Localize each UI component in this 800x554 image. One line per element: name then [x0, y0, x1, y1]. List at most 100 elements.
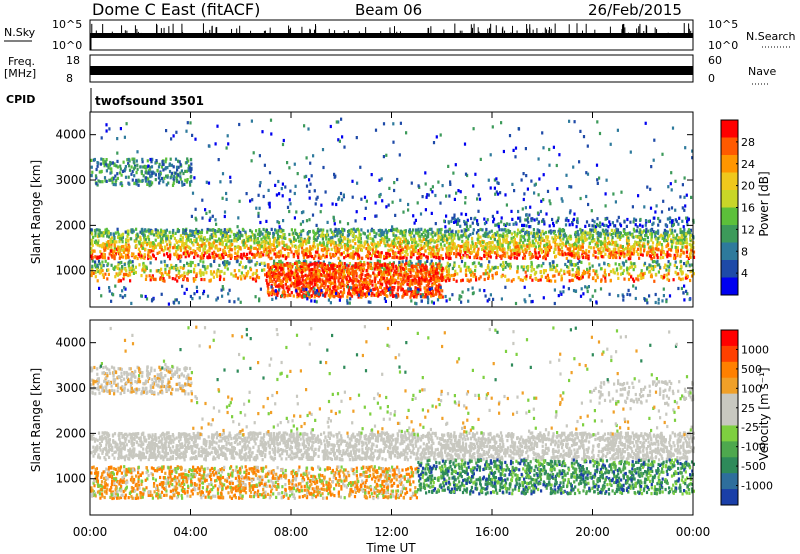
echo-cell — [351, 281, 354, 285]
echo-cell — [450, 241, 453, 246]
echo-cell — [425, 255, 428, 259]
echo-cell — [303, 237, 306, 241]
echo-cell — [97, 269, 100, 274]
echo-cell — [592, 276, 595, 280]
echo-cell — [136, 232, 139, 236]
echo-cell — [676, 250, 679, 254]
echo-cell — [396, 266, 399, 270]
echo-cell — [632, 268, 635, 272]
echo-cell — [639, 228, 642, 232]
echo-cell — [140, 242, 143, 246]
echo-cell — [448, 241, 451, 246]
echo-cell — [249, 249, 252, 253]
echo-cell — [447, 247, 450, 251]
echo-cell — [444, 266, 447, 270]
echo-cell — [466, 243, 469, 247]
echo-cell — [151, 241, 155, 245]
echo-cell — [366, 234, 369, 238]
echo-cell — [314, 250, 318, 254]
echo-cell — [580, 231, 583, 235]
echo-cell — [536, 228, 539, 232]
echo-cell — [653, 231, 657, 236]
echo-cell — [396, 292, 399, 296]
echo-cell — [576, 229, 579, 234]
echo-cell — [529, 252, 532, 256]
echo-cell — [495, 256, 498, 260]
echo-cell — [117, 249, 120, 253]
echo-cell — [568, 247, 571, 251]
echo-cell — [599, 234, 602, 238]
echo-cell — [512, 236, 515, 240]
echo-cell — [96, 279, 99, 283]
echo-cell — [406, 239, 409, 243]
echo-cell — [200, 271, 203, 275]
echo-cell — [273, 264, 277, 268]
echo-cell — [262, 246, 265, 250]
echo-cell — [191, 232, 194, 236]
echo-cell — [600, 232, 603, 236]
echo-cell — [385, 255, 388, 259]
echo-cell — [97, 228, 100, 232]
echo-cell — [417, 257, 420, 261]
echo-cell — [429, 241, 432, 245]
echo-cell — [672, 238, 675, 243]
echo-cell — [588, 236, 591, 240]
echo-cell — [399, 265, 402, 269]
echo-cell — [266, 274, 270, 278]
echo-cell — [214, 232, 217, 236]
echo-cell — [499, 247, 502, 251]
echo-cell — [220, 242, 223, 246]
echo-cell — [506, 262, 509, 266]
echo-cell — [536, 265, 539, 269]
echo-cell — [219, 238, 222, 243]
echo-cell — [296, 264, 299, 268]
echo-cell — [127, 243, 130, 247]
echo-cell — [675, 265, 678, 270]
echo-cell — [334, 241, 337, 245]
echo-cell — [220, 228, 223, 232]
echo-cell — [387, 269, 390, 273]
echo-cell — [107, 262, 110, 266]
echo-cell — [284, 236, 287, 240]
echo-cell — [495, 271, 498, 275]
echo-cell — [126, 229, 129, 233]
echo-cell — [681, 230, 684, 234]
echo-cell — [145, 243, 148, 247]
echo-cell — [336, 246, 339, 250]
echo-cell — [283, 263, 286, 267]
echo-cell — [652, 250, 655, 254]
echo-cell — [151, 229, 154, 234]
echo-cell — [400, 279, 403, 284]
echo-cell — [218, 263, 221, 267]
echo-cell — [568, 269, 571, 273]
echo-cell — [569, 244, 572, 248]
echo-cell — [440, 254, 443, 258]
echo-cell — [588, 231, 591, 235]
echo-cell — [560, 246, 563, 250]
echo-cell — [404, 289, 407, 294]
echo-cell — [354, 242, 357, 246]
echo-cell — [295, 238, 298, 242]
echo-cell — [166, 243, 169, 247]
echo-cell — [685, 273, 688, 277]
echo-cell — [146, 253, 150, 257]
echo-cell — [343, 236, 346, 240]
echo-cell — [561, 253, 564, 257]
echo-cell — [143, 253, 146, 257]
echo-cell — [410, 261, 413, 266]
echo-cell — [576, 253, 579, 257]
echo-cell — [614, 262, 617, 266]
echo-cell — [370, 253, 373, 257]
echo-cell — [619, 266, 622, 270]
echo-cell — [470, 250, 473, 254]
echo-cell — [105, 245, 108, 249]
echo-cell — [262, 235, 265, 239]
echo-cell — [193, 267, 196, 271]
echo-cell — [425, 230, 428, 234]
echo-cell — [372, 229, 375, 233]
echo-cell — [509, 266, 512, 270]
echo-cell — [464, 232, 467, 237]
echo-cell — [392, 280, 395, 284]
echo-cell — [422, 237, 425, 241]
echo-cell — [504, 261, 508, 265]
